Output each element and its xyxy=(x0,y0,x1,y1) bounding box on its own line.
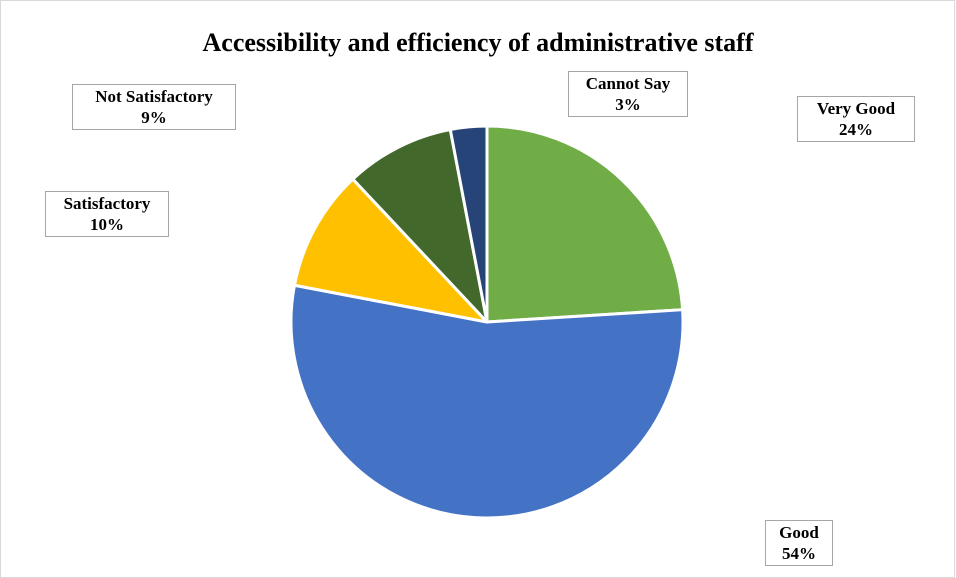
slice-label: Satisfactory xyxy=(50,193,164,214)
slice-label: Very Good xyxy=(802,98,910,119)
data-label-cannot-say: Cannot Say 3% xyxy=(568,71,688,117)
slice-percent: 9% xyxy=(77,107,231,128)
data-label-satisfactory: Satisfactory 10% xyxy=(45,191,169,237)
data-label-not-satisfactory: Not Satisfactory 9% xyxy=(72,84,236,130)
slice-label: Not Satisfactory xyxy=(77,86,231,107)
data-label-very-good: Very Good 24% xyxy=(797,96,915,142)
data-label-good: Good 54% xyxy=(765,520,833,566)
slice-label: Cannot Say xyxy=(573,73,683,94)
slice-percent: 3% xyxy=(573,94,683,115)
slice-percent: 24% xyxy=(802,119,910,140)
slice-label: Good xyxy=(770,522,828,543)
pie-slice-very-good xyxy=(487,126,683,322)
slice-percent: 10% xyxy=(50,214,164,235)
slice-percent: 54% xyxy=(770,543,828,564)
